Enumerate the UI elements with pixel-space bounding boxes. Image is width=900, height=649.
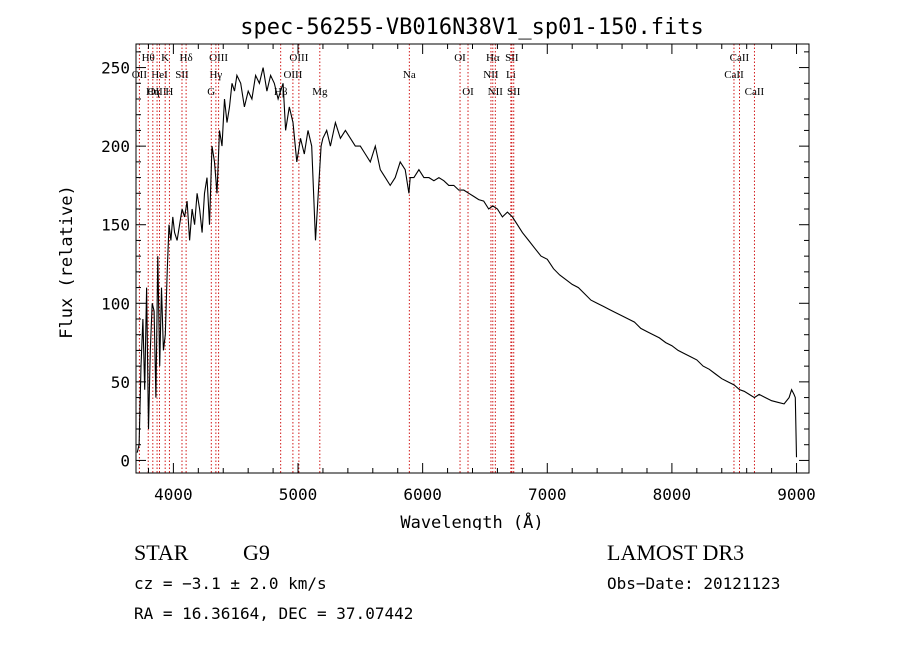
- chart-title: spec-56255-VB016N38V1_sp01-150.fits: [240, 15, 704, 40]
- line-label: H: [165, 86, 173, 98]
- x-tick-label: 4000: [154, 485, 193, 504]
- line-label: OI: [462, 86, 474, 98]
- line-label: SII: [507, 86, 521, 98]
- y-axis-label: Flux (relative): [57, 185, 77, 339]
- x-tick-label: 6000: [403, 485, 442, 504]
- line-label: K: [161, 52, 169, 64]
- line-label: NII: [483, 69, 499, 81]
- line-label: NII: [488, 86, 504, 98]
- y-tick-label: 200: [101, 137, 130, 156]
- obs-date-text: Obs−Date: 20121123: [607, 574, 781, 593]
- radec-text: RA = 16.36164, DEC = 37.07442: [134, 604, 414, 623]
- line-label: G: [207, 86, 215, 98]
- line-label: Hγ: [209, 69, 222, 81]
- line-label: Na: [403, 69, 416, 81]
- y-tick-label: 50: [111, 373, 130, 392]
- object-subclass: G9: [243, 540, 270, 565]
- spectrum-layer: [136, 67, 798, 458]
- spectrum-chart: spec-56255-VB016N38V1_sp01-150.fits Hθ OI…: [57, 15, 816, 530]
- line-label: CaII: [730, 52, 750, 64]
- line-label: OIII: [283, 69, 302, 81]
- line-label: Mg: [312, 86, 328, 98]
- line-label: Hα: [486, 52, 500, 64]
- x-tick-label: 9000: [777, 485, 816, 504]
- line-label: SII: [175, 69, 189, 81]
- spectrum-line: [136, 67, 798, 458]
- survey-label: LAMOST DR3: [607, 540, 745, 565]
- line-label: CaII: [724, 69, 744, 81]
- line-label: OII: [132, 69, 148, 81]
- line-label: SII: [505, 52, 519, 64]
- line-label: OIII: [148, 86, 167, 98]
- line-label: Hη: [146, 86, 160, 98]
- line-label: Li: [506, 69, 516, 81]
- y-tick-label: 0: [120, 451, 130, 470]
- redshift-text: cz = −3.1 ± 2.0 km/s: [134, 574, 327, 593]
- line-label: OIII: [289, 52, 308, 64]
- y-tick-label: 150: [101, 216, 130, 235]
- line-label: CaII: [745, 86, 765, 98]
- plot-frame: [135, 43, 810, 474]
- line-label: OI: [454, 52, 466, 64]
- y-tick-label: 100: [101, 294, 130, 313]
- line-label: Hδ: [180, 52, 193, 64]
- x-tick-label: 7000: [528, 485, 567, 504]
- x-axis-label: Wavelength (Å): [400, 511, 543, 530]
- object-class: STAR: [134, 540, 189, 565]
- axis-ticks: 4000 5000 6000 7000 8000 9000 0 50 100 150 200 250: [101, 44, 816, 504]
- y-tick-label: 250: [101, 59, 130, 78]
- line-label: OIII: [209, 52, 228, 64]
- line-label: Hθ: [142, 52, 155, 64]
- x-tick-label: 5000: [279, 485, 318, 504]
- x-tick-label: 8000: [653, 485, 692, 504]
- line-label: HeI: [151, 69, 168, 81]
